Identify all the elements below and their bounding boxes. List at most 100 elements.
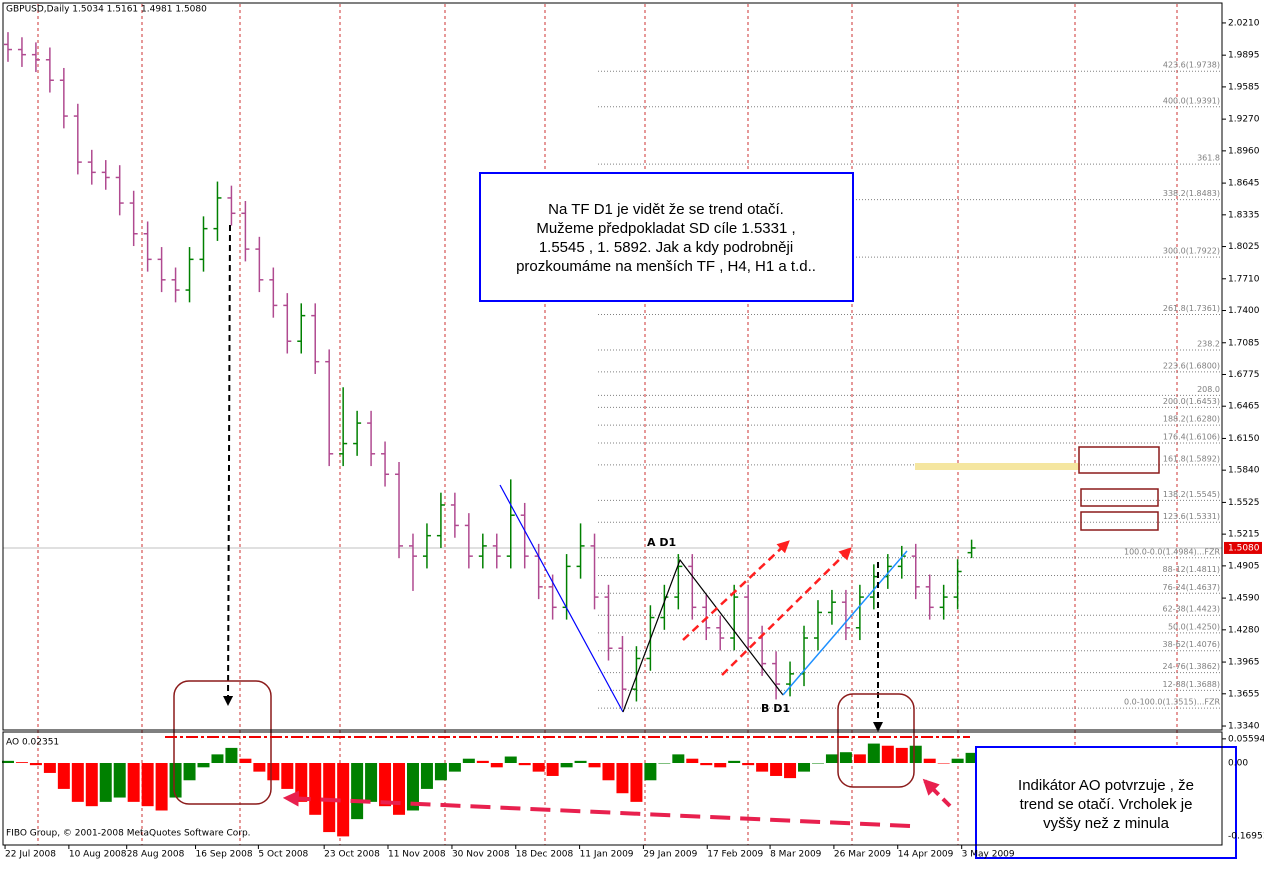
y-tick-label: 1.7400 <box>1228 306 1260 316</box>
y-tick-label: 1.6150 <box>1228 434 1260 444</box>
fib-label: 338.2(1.8483) <box>1163 189 1220 198</box>
ao-bar <box>239 758 252 764</box>
fib-label: 62-38(1.4423) <box>1163 605 1220 614</box>
highlight-frame <box>837 693 915 788</box>
x-tick-label: 26 Mar 2009 <box>834 850 891 860</box>
arrow <box>282 790 911 828</box>
fib-label: 50.0(1.4250) <box>1168 622 1220 631</box>
ao-bar <box>714 763 727 768</box>
ao-bar <box>644 763 657 781</box>
y-tick-label: 1.3655 <box>1228 689 1260 699</box>
fib-label: 208.0 <box>1197 385 1220 394</box>
last-price-box <box>1224 541 1262 554</box>
ao-bar <box>85 763 98 807</box>
y-tick-label: 2.0210 <box>1228 18 1260 28</box>
x-tick-label: 29 Jan 2009 <box>643 850 697 860</box>
fib-label: 200.0(1.6453) <box>1163 397 1220 406</box>
y-tick-label: 1.9585 <box>1228 82 1260 92</box>
ao-bar <box>99 763 112 802</box>
y-tick-label: 1.7710 <box>1228 274 1260 284</box>
ao-bar <box>379 763 392 807</box>
ao-bar <box>15 762 28 764</box>
drawings <box>165 172 1237 859</box>
note-line: trend se otačí. Vrcholek je <box>1020 796 1193 813</box>
ao-bar <box>420 763 433 789</box>
fib-label: 88-12(1.4811) <box>1163 565 1220 574</box>
ao-bar <box>127 763 140 802</box>
fib-label: 100.0-0.0(1.4984)...FZR <box>1124 547 1220 556</box>
ao-bar <box>365 763 378 802</box>
note-line: Mužeme předpokladat SD cíle 1.5331 , <box>536 220 795 237</box>
target-box <box>1080 511 1159 531</box>
fib-layer: 423.6(1.9738) 400.0(1.9391) 361.8 338.2(1.8… <box>3 61 1222 709</box>
y-tick-label: 1.5525 <box>1228 498 1260 508</box>
fib-label: 0.0-100.0(1.3515)...FZR <box>1124 698 1220 707</box>
note-line: 1.5545 , 1. 5892. Jak a kdy podrobněji <box>539 239 793 256</box>
ao-bar <box>658 763 671 764</box>
x-tick-label: 30 Nov 2008 <box>452 850 510 860</box>
fib-label: 138.2(1.5545) <box>1163 490 1220 499</box>
ao-bar <box>728 760 741 764</box>
ao-bar <box>462 758 475 764</box>
ao-bar <box>183 763 196 781</box>
y-tick-label: 0.00 <box>1228 759 1248 769</box>
trend-line <box>782 550 908 696</box>
x-tick-label: 14 Apr 2009 <box>898 850 954 860</box>
grid-layer <box>4 4 1226 849</box>
fib-label: 123.6(1.5331) <box>1163 512 1220 521</box>
chart-title: GBPUSD,Daily 1.5034 1.5161 1.4981 1.5080 <box>6 5 207 15</box>
ao-bar <box>113 763 126 798</box>
ao-bar <box>43 763 56 773</box>
y-tick-label: 1.8645 <box>1228 179 1260 189</box>
fib-label: 161.8(1.5892) <box>1163 454 1220 463</box>
ao-bar <box>923 758 936 764</box>
ao-bar <box>700 763 713 766</box>
fib-label: 361.8 <box>1197 154 1220 163</box>
y-tick-label: 1.3965 <box>1228 658 1260 668</box>
y-tick-label: 1.9270 <box>1228 115 1260 125</box>
ao-bar <box>281 763 294 789</box>
footer: FIBO Group, © 2001-2008 MetaQuotes Softw… <box>6 829 251 839</box>
trend-line <box>499 484 624 713</box>
ao-bar <box>895 747 908 764</box>
note-box <box>975 746 1237 859</box>
ao-bar <box>909 745 922 764</box>
y-tick-label: 1.4280 <box>1228 625 1260 635</box>
ao-bar <box>518 763 531 766</box>
ao-bar <box>546 763 559 776</box>
fib-label: 188.2(1.6280) <box>1163 415 1220 424</box>
ao-bar <box>588 763 601 768</box>
ao-bar <box>253 763 266 772</box>
x-tick-label: 23 Oct 2008 <box>324 850 380 860</box>
ao-bar <box>825 754 838 764</box>
x-tick-label: 16 Sep 2008 <box>196 850 253 860</box>
fib-label: 400.0(1.9391) <box>1163 96 1220 105</box>
target-box <box>1078 446 1160 474</box>
ao-bar <box>1 760 14 764</box>
fib-label: 24-76(1.3862) <box>1163 662 1220 671</box>
price-pane <box>2 2 1223 731</box>
x-tick-label: 8 Mar 2009 <box>770 850 822 860</box>
ao-bar <box>965 752 978 764</box>
marks-layer <box>1 32 978 837</box>
note-line: Na TF D1 je vidět že se trend otačí. <box>548 201 784 218</box>
arrow <box>922 778 952 808</box>
ao-bar <box>532 763 545 772</box>
ao-bar <box>756 763 769 772</box>
x-tick-label: 5 Oct 2008 <box>258 850 308 860</box>
ao-bar <box>811 763 824 764</box>
x-tick-label: 11 Nov 2008 <box>388 850 446 860</box>
ao-bar <box>71 763 84 802</box>
arrow <box>682 540 790 641</box>
x-tick-label: 3 May 2009 <box>962 850 1015 860</box>
x-tick-label: 18 Dec 2008 <box>516 850 574 860</box>
ao-bar <box>434 763 447 781</box>
ao-bar <box>323 763 336 833</box>
fib-label: 261.8(1.7361) <box>1163 304 1220 313</box>
ao-bar <box>686 758 699 764</box>
ao-bar <box>504 756 517 764</box>
ao-bar <box>211 754 224 764</box>
fib-label: 76-24(1.4637) <box>1163 583 1220 592</box>
ao-bar <box>574 760 587 764</box>
